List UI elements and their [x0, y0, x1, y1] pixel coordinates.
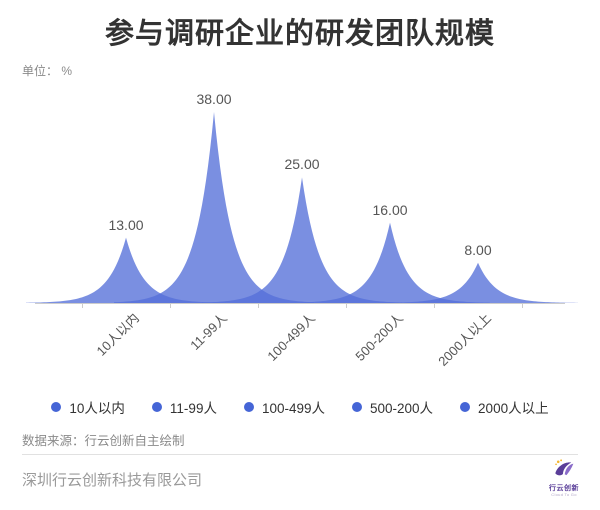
unit-label: 单位： % [22, 64, 73, 78]
legend-dot-icon [460, 402, 471, 412]
legend-dot-icon [51, 402, 62, 412]
value-label: 25.00 [284, 156, 320, 173]
axis-label: 100-499人 [264, 310, 318, 364]
logo-mark-icon [555, 459, 574, 476]
area-series-3 [290, 222, 490, 303]
value-label: 8.00 [464, 241, 492, 258]
legend-item: 100-499人 [243, 397, 325, 417]
value-label: 38.00 [196, 91, 232, 107]
legend-label: 2000人以上 [478, 401, 549, 416]
logo-subtext: Cloud To Go [551, 492, 577, 497]
axis-label: 2000人以上 [435, 310, 494, 369]
chart-title: 参与调研企业的研发团队规模 [104, 18, 495, 50]
area-chart: 13.00 38.00 25.00 16.00 8.00 10人以内 11-99人 100-4… [0, 85, 600, 390]
legend-dot-icon [151, 402, 162, 412]
area-series-1 [114, 112, 314, 303]
legend-item: 11-99人 [151, 397, 217, 417]
data-source-label: 数据来源：行云创新自主绘制 [22, 434, 185, 448]
value-label: 16.00 [372, 201, 408, 218]
area-series-0 [26, 237, 226, 303]
area-series-4 [378, 262, 578, 303]
legend-label: 11-99人 [169, 401, 217, 416]
area-series-2 [202, 177, 402, 303]
axis-label: 11-99人 [187, 310, 230, 353]
company-name: 深圳行云创新科技有限公司 [22, 472, 203, 489]
legend-label: 100-499人 [261, 401, 325, 416]
legend-item: 10人以内 [51, 397, 125, 417]
legend-dot-icon [243, 402, 254, 412]
legend-item: 500-200人 [352, 397, 433, 417]
footer-divider [22, 454, 578, 455]
legend-item: 2000人以上 [460, 397, 549, 417]
value-label: 13.00 [108, 216, 144, 233]
legend-label: 500-200人 [370, 401, 434, 416]
legend-dot-icon [352, 402, 362, 412]
chart-plot-area [26, 112, 578, 308]
legend-label: 10人以内 [69, 401, 125, 416]
logo-text: 行云创新 [549, 485, 579, 492]
axis-label: 500-200人 [352, 310, 406, 364]
company-logo: 行云创新 Cloud To Go [542, 458, 586, 497]
legend: 10人以内 11-99人 100-499人 500-200人 2000人以上 [0, 397, 600, 417]
axis-label: 10人以内 [93, 310, 142, 359]
